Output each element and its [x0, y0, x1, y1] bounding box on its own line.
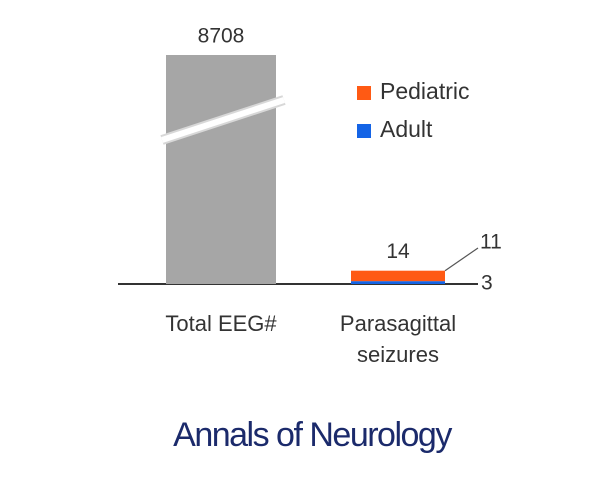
- segment-label: 3: [481, 272, 493, 295]
- bar-segment: [351, 281, 445, 284]
- total-label: 8708: [198, 25, 245, 48]
- total-label: 14: [386, 240, 410, 263]
- segment-label: 11: [480, 231, 502, 254]
- x-tick-label: Parasagittal: [340, 311, 456, 336]
- axis-break: [161, 97, 285, 143]
- bar: [166, 55, 276, 284]
- x-tick-label: seizures: [357, 342, 439, 367]
- leader-line: [444, 247, 479, 272]
- journal-name: Annals of Neurology: [173, 416, 452, 454]
- legend-label: Adult: [380, 116, 433, 142]
- legend-swatch: [357, 124, 371, 138]
- x-tick-label: Total EEG#: [165, 311, 277, 336]
- legend-swatch: [357, 86, 371, 100]
- bar-segment: [351, 270, 445, 282]
- legend-label: Pediatric: [380, 78, 469, 104]
